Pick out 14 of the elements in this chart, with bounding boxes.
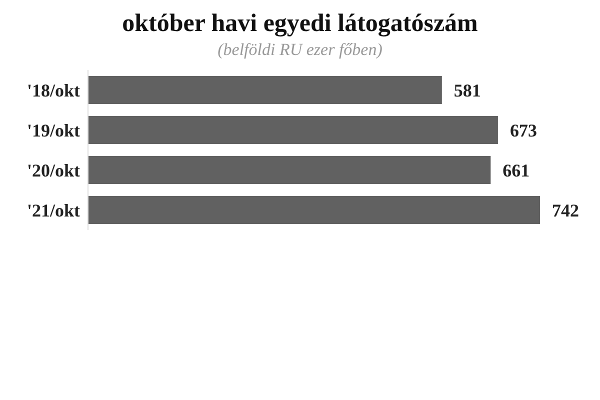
data-label: 742: [552, 200, 579, 220]
y-tick-label: '21/okt: [26, 200, 80, 220]
bar: [88, 156, 491, 184]
y-tick-label: '19/okt: [26, 120, 80, 140]
y-tick-label: '18/okt: [26, 80, 80, 100]
bar: [88, 196, 540, 224]
bar: [88, 116, 498, 144]
data-label: 661: [502, 160, 530, 180]
bar: [88, 76, 442, 104]
chart-title: október havi egyedi látogatószám: [121, 9, 479, 38]
data-label: 581: [454, 80, 481, 100]
chart-subtitle: (belföldi RU ezer főben): [216, 40, 384, 60]
y-tick-label: '20/okt: [26, 160, 80, 180]
data-label: 673: [510, 120, 537, 140]
